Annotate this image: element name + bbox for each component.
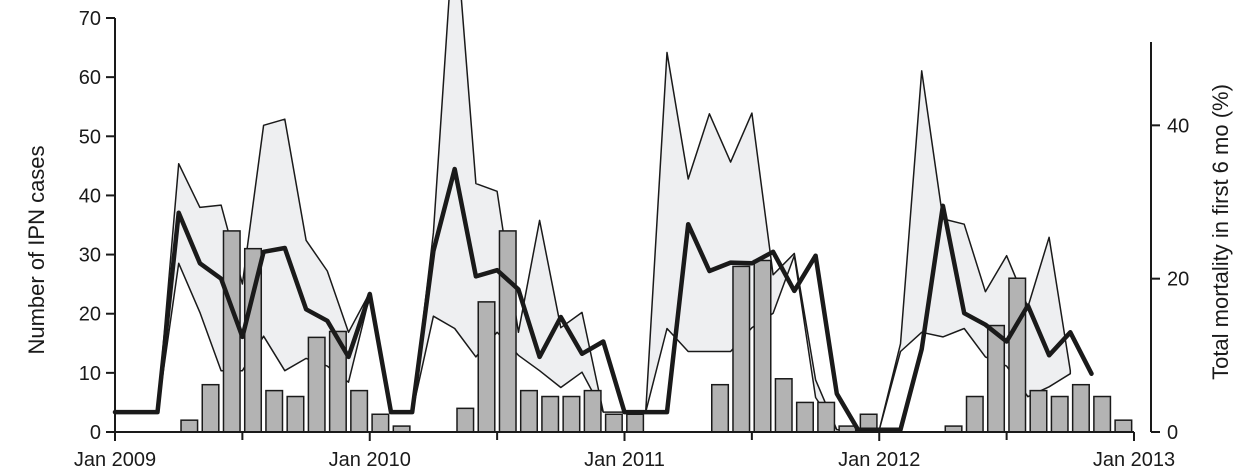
y-left-tick-label: 50: [79, 126, 101, 148]
ipn-cases-bar: [1008, 277, 1027, 433]
y-right-tick-label: 0: [1167, 422, 1178, 444]
y-left-tick-label: 40: [79, 185, 101, 207]
ipn-cases-bar: [795, 401, 814, 433]
x-tick-label: Jan 2009: [74, 449, 156, 471]
ipn-cases-bars-layer: [180, 230, 1133, 433]
y-axis-right-title: Total mortality in first 6 mo (%): [1208, 84, 1233, 380]
ipn-cases-bar: [201, 383, 220, 433]
x-tick-label: Jan 2012: [838, 449, 920, 471]
ipn-cases-bar: [711, 383, 730, 433]
ipn-cases-bar: [965, 395, 984, 433]
ipn-cases-bar: [817, 401, 836, 433]
y-left-tick-label: 20: [79, 304, 101, 326]
ipn-cases-bar: [498, 230, 517, 433]
ipn-cases-bar: [753, 259, 772, 433]
ipn-cases-bar: [350, 389, 369, 433]
ipn-cases-bar: [307, 336, 326, 433]
y-left-tick-label: 60: [79, 67, 101, 89]
ipn-cases-bar: [222, 230, 241, 433]
mortality-mean-layer: [112, 166, 1094, 432]
ipn-cases-bar: [1093, 395, 1112, 433]
y-left-tick-label: 70: [79, 8, 101, 30]
mortality-range-band: [114, 0, 1072, 431]
ipn-cases-bar: [286, 395, 305, 433]
ipn-cases-bar: [986, 324, 1006, 433]
mortality-mean-line: [112, 166, 1094, 432]
x-tick-label: Jan 2013: [1093, 449, 1175, 471]
x-tick-label: Jan 2011: [584, 449, 665, 471]
x-tick-label: Jan 2010: [329, 449, 411, 471]
ipn-cases-bar: [456, 407, 475, 433]
ticks-layer: 0 10 20 30 40 50 60 70 0 20 40 Jan 2009 Jan 2010 Jan …: [74, 8, 1189, 471]
y-left-tick-label: 10: [79, 363, 101, 385]
ipn-cases-bar: [541, 395, 560, 433]
y-axis-left-title: Number of IPN cases: [24, 145, 49, 354]
ipn-cases-bar: [604, 413, 623, 433]
ipn-cases-bar: [1071, 383, 1090, 433]
ipn-cases-bar: [626, 413, 645, 433]
ipn-cases-bar: [371, 413, 390, 433]
ipn-cases-bar: [583, 389, 602, 433]
ipn-cases-bar: [180, 419, 199, 433]
y-left-tick-label: 30: [79, 245, 101, 267]
y-left-tick-label: 0: [90, 422, 101, 444]
ipn-cases-bar: [519, 389, 538, 433]
ipn-cases-bar: [1029, 389, 1048, 433]
mortality-range-layer: [114, 0, 1072, 431]
ipn-cases-bar: [562, 395, 581, 433]
y-right-tick-label: 40: [1167, 115, 1189, 137]
ipn-cases-bar: [477, 301, 496, 433]
ipn-cases-bar: [265, 389, 284, 433]
ipn-cases-bar: [1114, 419, 1133, 433]
y-right-tick-label: 20: [1167, 269, 1189, 291]
ipn-cases-bar: [732, 265, 751, 433]
ipn-cases-bar: [774, 378, 793, 433]
ipn-cases-bar: [1050, 395, 1069, 433]
